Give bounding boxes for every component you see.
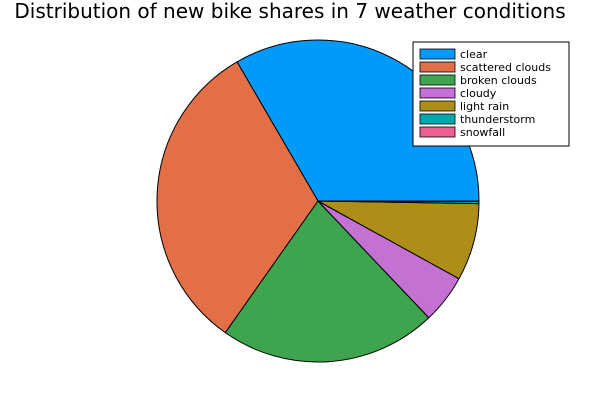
legend-swatch-thunderstorm [419, 113, 456, 125]
pie-slice-snowfall [317, 200, 480, 203]
pie-slice-scattered-clouds [156, 61, 319, 334]
legend-label-snowfall: snowfall [460, 126, 505, 139]
chart-title: Distribution of new bike shares in 7 wea… [14, 0, 565, 23]
legend-label-clear: clear [460, 48, 488, 61]
legend-swatch-light-rain [419, 100, 456, 112]
legend-label-broken-clouds: broken clouds [460, 74, 537, 87]
legend-swatch-broken-clouds [419, 74, 456, 86]
legend-swatch-scattered-clouds [419, 61, 456, 73]
legend-swatch-snowfall [419, 126, 456, 138]
pie-slice-broken-clouds [224, 200, 430, 363]
legend-label-cloudy: cloudy [460, 87, 497, 100]
legend-swatch-cloudy [419, 87, 456, 99]
legend-label-light-rain: light rain [460, 100, 509, 113]
legend-swatch-clear [419, 48, 456, 60]
legend-label-scattered-clouds: scattered clouds [460, 61, 551, 74]
legend-label-thunderstorm: thunderstorm [460, 113, 535, 126]
